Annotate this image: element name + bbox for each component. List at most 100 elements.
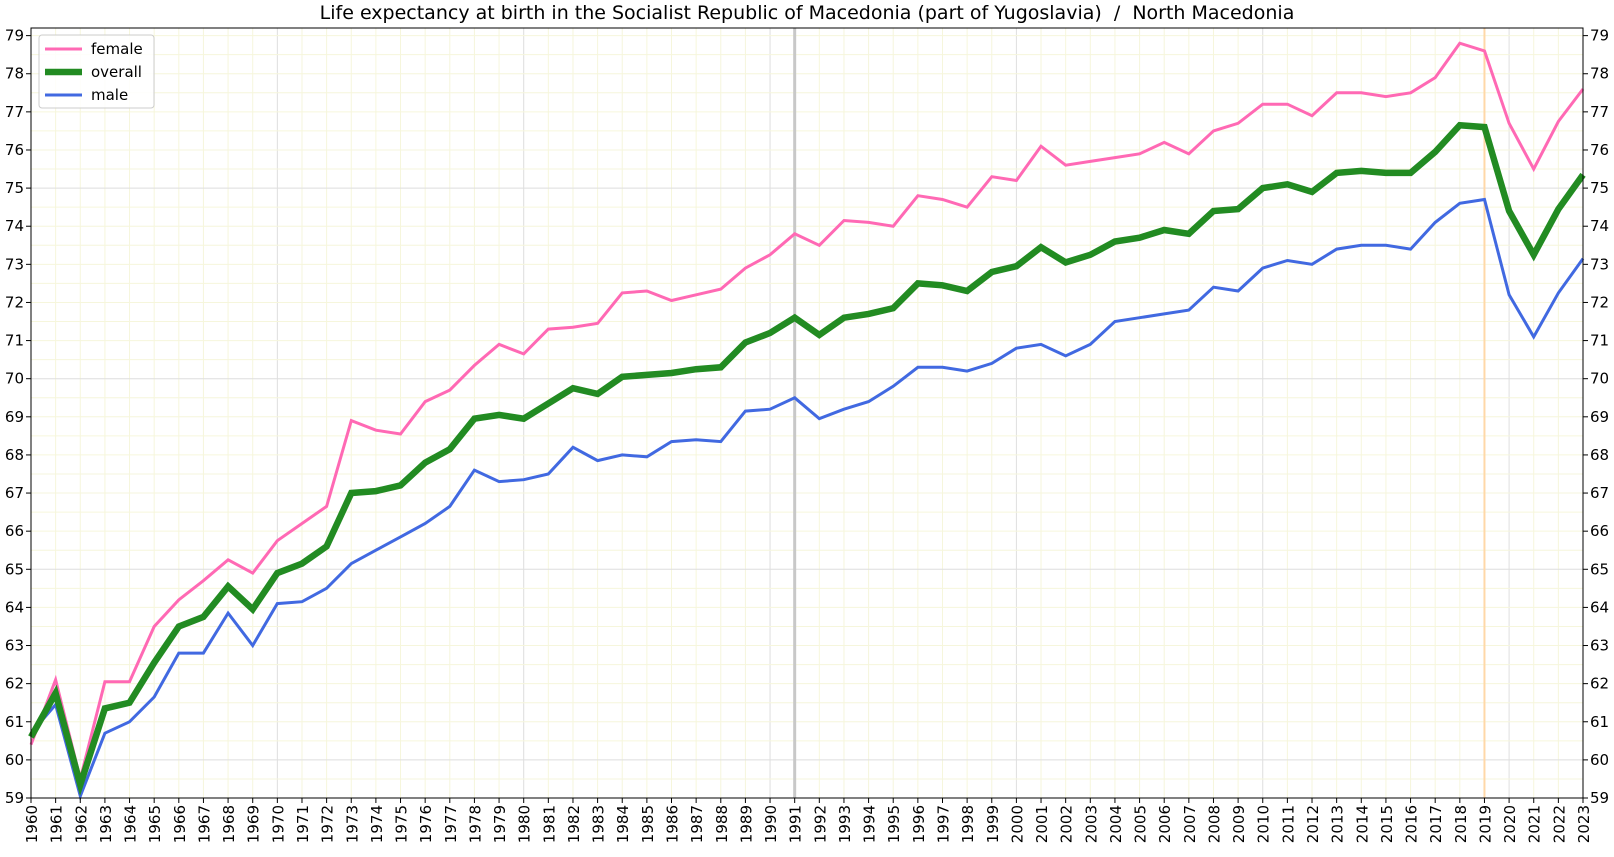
x-tick-label: 2006	[1156, 805, 1174, 843]
x-tick-label: 1999	[984, 805, 1002, 843]
y-tick-label-right: 68	[1590, 446, 1609, 464]
x-tick-label: 1995	[885, 805, 903, 843]
x-tick-label: 1998	[959, 805, 977, 843]
x-tick-label: 1984	[614, 805, 632, 843]
y-tick-label-left: 62	[5, 675, 24, 693]
y-tick-label-left: 59	[5, 789, 24, 807]
y-tick-label-right: 67	[1590, 484, 1609, 502]
x-tick-label: 1960	[23, 805, 41, 843]
plot-frame	[30, 27, 1584, 799]
x-tick-label: 1994	[861, 805, 879, 843]
y-tick-label-right: 77	[1590, 103, 1609, 121]
x-tick-label: 1989	[737, 805, 755, 843]
x-tick-label: 2013	[1329, 805, 1347, 843]
x-tick-label: 1981	[540, 805, 558, 843]
y-tick-label-right: 71	[1590, 332, 1609, 350]
legend-label-male: male	[91, 86, 128, 104]
x-tick-label: 2019	[1476, 805, 1494, 843]
y-tick-label-right: 62	[1590, 675, 1609, 693]
y-tick-label-right: 64	[1590, 598, 1609, 616]
series-line-male	[29, 197, 1585, 801]
y-tick-label-right: 60	[1590, 751, 1609, 769]
x-tick-label: 1988	[713, 805, 731, 843]
x-tick-label: 2023	[1575, 805, 1593, 843]
x-tick-label: 1985	[639, 805, 657, 843]
series-line-female	[29, 41, 1585, 780]
series-line-overall	[28, 121, 1586, 797]
y-tick-label-right: 72	[1590, 293, 1609, 311]
x-tick-label: 1967	[195, 805, 213, 843]
y-tick-label-left: 75	[5, 179, 24, 197]
y-tick-label-right: 70	[1590, 370, 1609, 388]
x-tick-label: 1968	[220, 805, 238, 843]
y-tick-label-left: 71	[5, 332, 24, 350]
legend: female overall male	[38, 34, 155, 109]
x-tick-label: 1976	[417, 805, 435, 843]
x-tick-label: 1965	[146, 805, 164, 843]
x-tick-label: 2017	[1427, 805, 1445, 843]
x-tick-label: 1990	[762, 805, 780, 843]
x-tick-label: 2003	[1082, 805, 1100, 843]
y-tick-label-left: 78	[5, 65, 24, 83]
x-tick-label: 1962	[72, 805, 90, 843]
y-tick-label-left: 65	[5, 560, 24, 578]
x-tick-label: 1987	[688, 805, 706, 843]
x-tick-label: 2020	[1501, 805, 1519, 843]
x-tick-label: 2010	[1255, 805, 1273, 843]
y-tick-label-right: 65	[1590, 560, 1609, 578]
x-tick-label: 2011	[1279, 805, 1297, 843]
x-tick-label: 1972	[319, 805, 337, 843]
x-tick-label: 1978	[466, 805, 484, 843]
x-tick-label: 2001	[1033, 805, 1051, 843]
y-tick-label-right: 73	[1590, 255, 1609, 273]
x-tick-label: 2004	[1107, 805, 1125, 843]
y-tick-label-right: 75	[1590, 179, 1609, 197]
x-tick-label: 1993	[836, 805, 854, 843]
x-tick-label: 1997	[934, 805, 952, 843]
x-tick-label: 1973	[343, 805, 361, 843]
grid	[30, 28, 1584, 799]
x-tick-label: 2008	[1205, 805, 1223, 843]
y-tick-label-left: 76	[5, 141, 24, 159]
x-tick-label: 2014	[1353, 805, 1371, 843]
x-tick-label: 1982	[565, 805, 583, 843]
y-tick-label-left: 70	[5, 370, 24, 388]
x-tick-label: 1983	[590, 805, 608, 843]
x-tick-label: 2007	[1181, 805, 1199, 843]
y-tick-label-right: 69	[1590, 408, 1609, 426]
x-tick-label: 1980	[516, 805, 534, 843]
x-tick-label: 2016	[1403, 805, 1421, 843]
x-tick-label: 1969	[245, 805, 263, 843]
y-tick-label-left: 74	[5, 217, 24, 235]
y-tick-label-right: 78	[1590, 65, 1609, 83]
legend-box	[38, 34, 155, 109]
x-tick-label: 1971	[294, 805, 312, 843]
x-tick-label: 2005	[1132, 805, 1150, 843]
y-tick-label-right: 66	[1590, 522, 1609, 540]
x-tick-label: 1964	[122, 805, 140, 843]
x-tick-label: 1977	[442, 805, 460, 843]
y-tick-label-right: 79	[1590, 27, 1609, 45]
y-tick-label-left: 63	[5, 637, 24, 655]
x-tick-label: 2022	[1550, 805, 1568, 843]
x-tick-label: 1970	[269, 805, 287, 843]
y-tick-label-left: 66	[5, 522, 24, 540]
y-tick-label-right: 63	[1590, 637, 1609, 655]
x-tick-label: 1996	[910, 805, 928, 843]
x-tick-label: 2018	[1452, 805, 1470, 843]
legend-label-overall: overall	[91, 63, 142, 81]
y-tick-label-left: 60	[5, 751, 24, 769]
x-tick-label: 1991	[787, 805, 805, 843]
x-tick-label: 1986	[664, 805, 682, 843]
x-tick-label: 2021	[1526, 805, 1544, 843]
y-tick-label-left: 64	[5, 598, 24, 616]
y-tick-label-left: 79	[5, 27, 24, 45]
y-tick-label-left: 73	[5, 255, 24, 273]
x-tick-label: 1979	[491, 805, 509, 843]
y-tick-label-left: 72	[5, 293, 24, 311]
x-tick-label: 2000	[1008, 805, 1026, 843]
chart-title: Life expectancy at birth in the Socialis…	[319, 2, 1295, 24]
y-tick-label-left: 77	[5, 103, 24, 121]
y-tick-label-right: 74	[1590, 217, 1609, 235]
